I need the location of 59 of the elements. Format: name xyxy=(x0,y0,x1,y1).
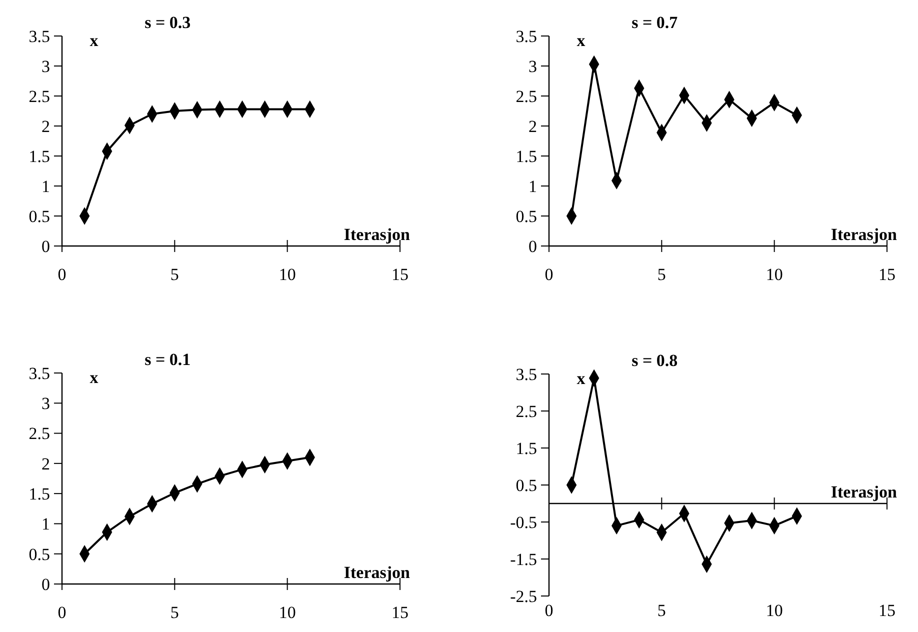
y-tick-label: 3 xyxy=(528,56,537,76)
x-tick-label: 10 xyxy=(766,265,783,284)
x-tick-label: 0 xyxy=(58,265,66,284)
y-tick-label: 3.5 xyxy=(28,364,50,383)
x-axis-title: Iterasjon xyxy=(830,225,898,244)
y-tick-label: 3.5 xyxy=(28,26,50,46)
y-axis-title: x xyxy=(576,31,586,50)
y-tick-label: 1.5 xyxy=(516,146,537,166)
y-tick-label: 2.5 xyxy=(516,86,537,106)
y-tick-label: -0.5 xyxy=(510,512,537,532)
chart-title: s = 0.7 xyxy=(632,13,678,32)
y-tick-label: 0 xyxy=(528,236,537,256)
y-tick-label: 2 xyxy=(42,116,50,136)
y-tick-label: 1 xyxy=(42,176,50,196)
y-tick-label: 0.5 xyxy=(516,206,537,226)
x-tick-label: 10 xyxy=(766,601,783,620)
y-tick-label: 2 xyxy=(42,454,50,474)
x-tick-label: 5 xyxy=(170,603,179,622)
y-tick-label: 2.5 xyxy=(28,424,50,444)
y-tick-label: 0 xyxy=(42,236,50,256)
x-axis-title: Iterasjon xyxy=(344,563,411,582)
x-tick-label: 10 xyxy=(278,265,296,284)
y-axis-title: x xyxy=(90,368,99,387)
chart-title: s = 0.1 xyxy=(144,350,191,369)
y-tick-label: 3 xyxy=(42,56,50,76)
y-tick-label: 0.5 xyxy=(28,544,50,564)
y-tick-label: 1.5 xyxy=(516,438,537,458)
x-tick-label: 0 xyxy=(544,601,554,620)
x-tick-label: 0 xyxy=(544,265,554,284)
chart-title: s = 0.8 xyxy=(632,351,678,370)
x-tick-label: 5 xyxy=(170,265,179,284)
y-tick-label: 0 xyxy=(42,574,50,594)
y-tick-label: 3.5 xyxy=(516,364,537,384)
y-tick-label: 0.5 xyxy=(516,476,537,495)
y-tick-label: -1.5 xyxy=(510,550,537,569)
y-tick-label: 1 xyxy=(42,514,50,534)
chart-title: s = 0.3 xyxy=(144,13,191,32)
x-axis-title: Iterasjon xyxy=(344,225,411,244)
y-tick-label: 2.5 xyxy=(516,402,537,421)
x-axis-title: Iterasjon xyxy=(830,482,898,502)
y-tick-label: 1.5 xyxy=(28,146,50,166)
x-tick-label: 5 xyxy=(657,601,666,620)
x-tick-label: 5 xyxy=(657,265,666,284)
y-tick-label: 3 xyxy=(42,394,50,414)
y-axis-title: x xyxy=(576,369,586,388)
y-tick-label: -2.5 xyxy=(510,586,537,606)
x-tick-label: 15 xyxy=(392,265,408,284)
y-tick-label: 3.5 xyxy=(516,26,537,46)
x-tick-label: 10 xyxy=(278,603,296,622)
y-tick-label: 2 xyxy=(528,116,537,136)
x-tick-label: 15 xyxy=(392,603,408,622)
y-tick-label: 2.5 xyxy=(28,86,50,106)
x-tick-label: 15 xyxy=(878,265,896,284)
x-tick-label: 0 xyxy=(58,603,66,622)
y-tick-label: 1 xyxy=(528,176,537,196)
y-tick-label: 0.5 xyxy=(28,206,50,226)
y-axis-title: x xyxy=(90,31,99,50)
x-tick-label: 15 xyxy=(878,601,896,620)
y-tick-label: 1.5 xyxy=(28,484,50,504)
